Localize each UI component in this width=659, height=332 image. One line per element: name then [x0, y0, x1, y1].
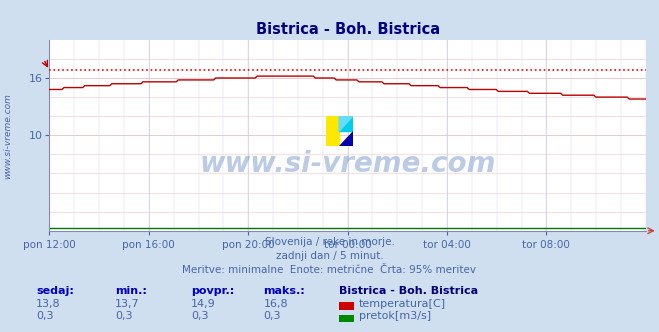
- Text: 14,9: 14,9: [191, 299, 216, 309]
- Text: 0,3: 0,3: [191, 311, 209, 321]
- Text: 16,8: 16,8: [264, 299, 288, 309]
- Polygon shape: [339, 131, 353, 146]
- Text: maks.:: maks.:: [264, 286, 305, 296]
- Text: Bistrica - Boh. Bistrica: Bistrica - Boh. Bistrica: [339, 286, 478, 296]
- Text: www.si-vreme.com: www.si-vreme.com: [200, 150, 496, 178]
- Text: 0,3: 0,3: [115, 311, 133, 321]
- Text: www.si-vreme.com: www.si-vreme.com: [3, 93, 13, 179]
- Polygon shape: [339, 116, 353, 131]
- Text: pretok[m3/s]: pretok[m3/s]: [359, 311, 431, 321]
- Text: 0,3: 0,3: [36, 311, 54, 321]
- Text: Meritve: minimalne  Enote: metrične  Črta: 95% meritev: Meritve: minimalne Enote: metrične Črta:…: [183, 265, 476, 275]
- Text: povpr.:: povpr.:: [191, 286, 235, 296]
- Text: 0,3: 0,3: [264, 311, 281, 321]
- Text: temperatura[C]: temperatura[C]: [359, 299, 446, 309]
- Text: 13,7: 13,7: [115, 299, 140, 309]
- Text: Slovenija / reke in morje.: Slovenija / reke in morje.: [264, 237, 395, 247]
- Polygon shape: [339, 116, 353, 131]
- Title: Bistrica - Boh. Bistrica: Bistrica - Boh. Bistrica: [256, 22, 440, 37]
- Text: sedaj:: sedaj:: [36, 286, 74, 296]
- Text: zadnji dan / 5 minut.: zadnji dan / 5 minut.: [275, 251, 384, 261]
- Text: 13,8: 13,8: [36, 299, 61, 309]
- Polygon shape: [326, 116, 339, 146]
- Text: min.:: min.:: [115, 286, 147, 296]
